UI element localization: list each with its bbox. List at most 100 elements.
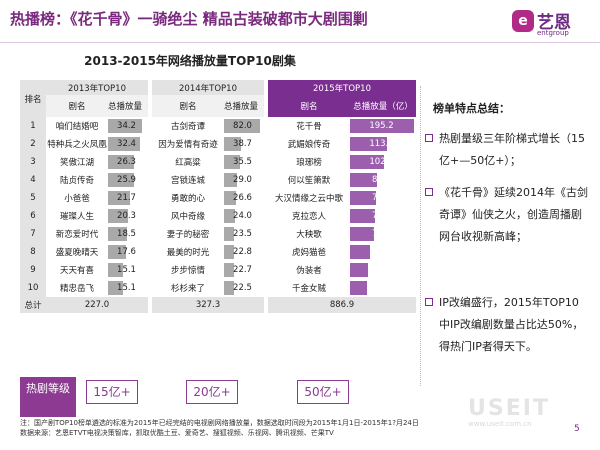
drama-2013-value: 15.1 xyxy=(108,279,148,297)
drama-2015-bar xyxy=(350,191,377,205)
drama-2013-bar xyxy=(108,191,130,205)
drama-2014: 因为爱情有奇迹 xyxy=(158,140,218,150)
drama-2014: 风中奇缘 xyxy=(170,212,205,222)
drama-2014-value: 29.0 xyxy=(224,171,264,189)
drama-2014-value-label: 22.8 xyxy=(233,247,252,257)
table-row: 7 新恋爱时代 18.5 妻子的秘密 23.5 大秧歌 73.4 xyxy=(20,225,416,243)
footer-note: 注：国产剧TOP10榜单遴选的标准为2015年已经完结的电视剧网络播放量，数据选… xyxy=(20,419,419,427)
col-name-header: 剧名 xyxy=(268,95,350,117)
drama-2015-value: 82.3 xyxy=(350,171,416,189)
logo-mark-icon: e xyxy=(512,10,534,32)
total-2013: 227.0 xyxy=(46,297,148,313)
drama-2014-value-label: 29.0 xyxy=(233,175,252,185)
summary-bullet: IP改编盛行，2015年TOP10中IP改编剧数量占比达50%，得热门IP者得天… xyxy=(425,292,589,358)
drama-2013: 精忠岳飞 xyxy=(59,284,94,294)
drama-2015: 千金女贼 xyxy=(291,284,326,294)
drama-2015-value-label: 61.5 xyxy=(372,247,391,257)
logo-en-text: entgroup xyxy=(537,29,569,37)
drama-2015-value-label: 75.2 xyxy=(372,211,391,221)
column-gap xyxy=(264,207,268,225)
rank-cell: 9 xyxy=(20,261,46,279)
watermark: USEIT xyxy=(468,396,550,421)
drama-2015: 琅琊榜 xyxy=(296,158,322,168)
drama-2014: 古剑奇谭 xyxy=(170,122,205,132)
table-row: 8 盛夏晚晴天 17.6 最美的时光 22.8 虎妈猫爸 61.5 xyxy=(20,243,416,261)
heat-level-label: 热剧等级 xyxy=(20,377,76,417)
rank-cell: 7 xyxy=(20,225,46,243)
table-row: 9 天天有喜 15.1 步步惊情 22.7 伪装者 54.0 xyxy=(20,261,416,279)
total-2015: 886.9 xyxy=(268,297,416,313)
drama-2013-bar xyxy=(108,263,124,277)
summary-bullet: 《花千骨》延续2014年《古剑奇谭》仙侠之火，创造周播剧网台收视新高峰； xyxy=(425,182,589,248)
drama-2015-value: 113.2 xyxy=(350,135,416,153)
drama-2013-value-label: 34.2 xyxy=(117,121,136,131)
drama-2013-value: 25.9 xyxy=(108,171,148,189)
column-gap xyxy=(148,117,152,135)
drama-2015-value: 195.2 xyxy=(350,117,416,135)
drama-2014-bar xyxy=(224,137,242,151)
bullet-text: IP改编盛行，2015年TOP10中IP改编剧数量占比达50%，得热门IP者得天… xyxy=(439,296,584,353)
bullet-square-icon xyxy=(425,188,433,196)
table-row: 1 咱们结婚吧 34.2 古剑奇谭 82.0 花千骨 195.2 xyxy=(20,117,416,135)
drama-2013-value: 18.5 xyxy=(108,225,148,243)
drama-2013: 笑傲江湖 xyxy=(59,158,94,168)
drama-2013: 小爸爸 xyxy=(64,194,90,204)
drama-2014-value: 22.7 xyxy=(224,261,264,279)
year-header-2014: 2014年TOP10 xyxy=(152,80,264,95)
column-gap xyxy=(264,279,268,297)
total-row: 总计 227.0 327.3 886.9 xyxy=(20,297,416,313)
drama-2015-bar xyxy=(350,119,415,133)
table-row: 10 精忠岳飞 15.1 杉杉来了 22.5 千金女贼 51.2 xyxy=(20,279,416,297)
column-gap xyxy=(148,171,152,189)
drama-2015-value: 75.2 xyxy=(350,207,416,225)
rank-cell: 2 xyxy=(20,135,46,153)
rank-cell: 3 xyxy=(20,153,46,171)
summary-panel: 榜单特点总结： 热剧量级三年阶梯式增长（15亿+—50亿+）； 《花千骨》延续2… xyxy=(420,86,593,386)
col-value-header: 总播放量（亿） xyxy=(108,95,148,117)
drama-2014-value-label: 23.5 xyxy=(233,229,252,239)
drama-2014-value: 26.6 xyxy=(224,189,264,207)
drama-2013-value: 20.3 xyxy=(108,207,148,225)
drama-2013-value-label: 26.3 xyxy=(117,157,136,167)
drama-2014: 最美的时光 xyxy=(166,248,210,258)
drama-2013-bar xyxy=(108,137,141,151)
drama-2014-bar xyxy=(224,281,234,295)
column-gap xyxy=(148,153,152,171)
drama-2015-value-label: 102.0 xyxy=(369,157,394,167)
col-name-header: 剧名 xyxy=(46,95,108,117)
col-value-header: 总播放量（亿） xyxy=(224,95,264,117)
drama-2015-value-label: 195.2 xyxy=(369,121,394,131)
drama-2014-bar xyxy=(224,119,261,133)
drama-2015-value: 61.5 xyxy=(350,243,416,261)
column-gap xyxy=(264,261,268,279)
drama-2014-value: 82.0 xyxy=(224,117,264,135)
watermark-url: www.useit.com.cn xyxy=(468,420,532,428)
drama-2014: 杉杉来了 xyxy=(170,284,205,294)
drama-2015: 克拉恋人 xyxy=(291,212,326,222)
summary-title: 榜单特点总结： xyxy=(433,102,510,115)
drama-2015-bar xyxy=(350,245,371,259)
total-label: 总计 xyxy=(20,297,46,313)
drama-2013: 天天有喜 xyxy=(59,266,94,276)
drama-2015: 武媚娘传奇 xyxy=(287,140,331,150)
drama-2015: 花千骨 xyxy=(296,122,322,132)
drama-2014: 勇敢的心 xyxy=(170,194,205,204)
drama-2014-value-label: 22.7 xyxy=(233,265,252,275)
header-divider xyxy=(0,42,600,43)
column-gap xyxy=(264,117,268,135)
drama-2015-bar xyxy=(350,263,368,277)
drama-2014: 妻子的秘密 xyxy=(166,230,210,240)
drama-2015-bar xyxy=(350,155,384,169)
column-gap xyxy=(264,153,268,171)
drama-2014-value: 22.8 xyxy=(224,243,264,261)
drama-2015-value-label: 78.9 xyxy=(372,193,391,203)
drama-2015-value-label: 73.4 xyxy=(372,229,391,239)
drama-2013-value: 32.4 xyxy=(108,135,148,153)
column-gap xyxy=(148,261,152,279)
drama-2015: 大秧歌 xyxy=(296,230,322,240)
ranking-table: 排名 2013年TOP10 2014年TOP10 2015年TOP10 剧名 总… xyxy=(20,80,416,313)
page-title: 热播榜：《花千骨》一骑绝尘 精品古装破都市大剧围剿 xyxy=(10,10,368,28)
column-gap xyxy=(264,297,268,313)
drama-2014-value-label: 26.6 xyxy=(233,193,252,203)
drama-2014-bar xyxy=(224,245,235,259)
